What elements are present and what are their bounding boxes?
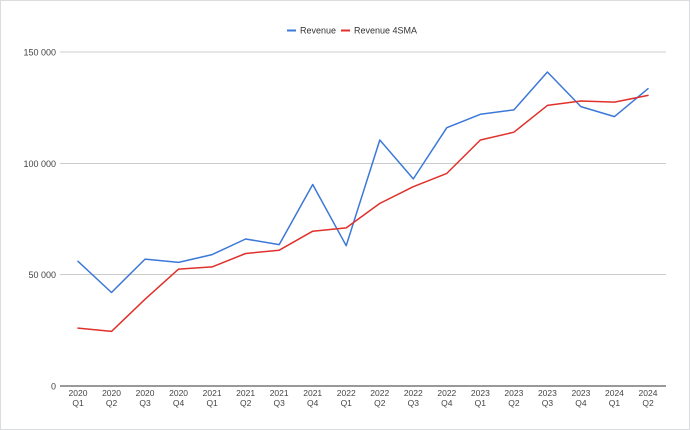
y-axis-tick-labels: 0 50 000 100 000 150 000: [23, 48, 56, 392]
x-tick-year: 2022: [404, 388, 423, 398]
x-tick-quarter: Q4: [441, 398, 453, 408]
legend-item-revenue[interactable]: Revenue: [287, 26, 336, 36]
legend-label: Revenue 4SMA: [354, 26, 417, 36]
x-tick-quarter: Q3: [542, 398, 554, 408]
x-tick-quarter: Q2: [374, 398, 386, 408]
x-tick-quarter: Q2: [642, 398, 654, 408]
x-tick-year: 2020: [169, 388, 188, 398]
frame-border-left: [0, 0, 1, 430]
x-tick-quarter: Q4: [173, 398, 185, 408]
legend-item-revenue-4sma[interactable]: Revenue 4SMA: [341, 26, 417, 36]
y-tick-label: 150 000: [23, 48, 56, 58]
x-tick-year: 2023: [538, 388, 557, 398]
series-line-revenue-4sma: [77, 94, 649, 333]
gridlines: [60, 51, 666, 387]
y-tick-label: 0: [51, 382, 56, 392]
x-tick-year: 2023: [504, 388, 523, 398]
x-tick-year: 2021: [270, 388, 289, 398]
x-tick-year: 2021: [303, 388, 322, 398]
x-tick-year: 2022: [370, 388, 389, 398]
legend-label: Revenue: [300, 26, 336, 36]
x-tick-year: 2022: [337, 388, 356, 398]
x-tick-quarter: Q3: [408, 398, 420, 408]
x-tick-year: 2023: [571, 388, 590, 398]
series-lines: [77, 71, 649, 333]
x-tick-year: 2024: [605, 388, 624, 398]
x-tick-year: 2023: [471, 388, 490, 398]
x-tick-year: 2020: [102, 388, 121, 398]
x-tick-quarter: Q1: [475, 398, 487, 408]
x-tick-year: 2022: [437, 388, 456, 398]
x-tick-quarter: Q1: [72, 398, 84, 408]
x-tick-quarter: Q3: [139, 398, 151, 408]
y-tick-label: 50 000: [28, 270, 56, 280]
x-tick-quarter: Q1: [341, 398, 353, 408]
x-tick-year: 2021: [236, 388, 255, 398]
y-tick-label: 100 000: [23, 159, 56, 169]
legend[interactable]: Revenue Revenue 4SMA: [287, 26, 417, 36]
x-tick-year: 2024: [639, 388, 658, 398]
x-tick-quarter: Q4: [575, 398, 587, 408]
series-line-revenue: [77, 71, 649, 294]
x-tick-quarter: Q2: [240, 398, 252, 408]
frame-border-top: [0, 0, 690, 1]
x-tick-quarter: Q1: [206, 398, 218, 408]
x-tick-quarter: Q3: [274, 398, 286, 408]
x-axis-tick-labels: 2020Q12020Q22020Q32020Q42021Q12021Q22021…: [69, 388, 658, 408]
x-tick-quarter: Q2: [508, 398, 520, 408]
x-tick-quarter: Q4: [307, 398, 319, 408]
x-tick-year: 2020: [136, 388, 155, 398]
x-tick-year: 2020: [69, 388, 88, 398]
x-tick-year: 2021: [203, 388, 222, 398]
x-tick-quarter: Q2: [106, 398, 118, 408]
x-tick-quarter: Q1: [609, 398, 621, 408]
